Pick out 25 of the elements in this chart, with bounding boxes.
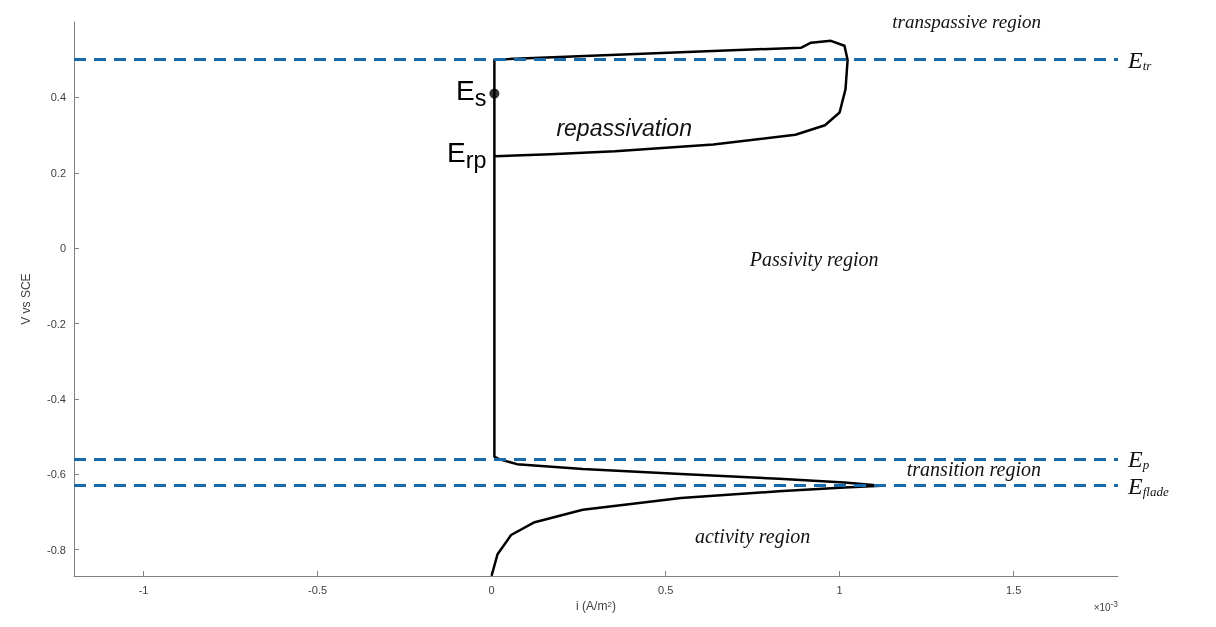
annotation: Passivity region	[749, 248, 879, 271]
y-axis-title: V vs SCE	[19, 273, 33, 325]
x-tick-label: 1	[836, 583, 843, 596]
y-tick-label: -0.2	[47, 317, 66, 330]
y-tick-label: -0.8	[47, 543, 66, 556]
y-tick-label: 0	[59, 242, 66, 255]
annotation: E$_{rp}$	[446, 136, 487, 174]
ref-line-label: Ep	[1127, 446, 1150, 473]
annotation: E$_{s}$	[456, 74, 487, 112]
x-tick-label: 1.5	[1005, 583, 1022, 596]
annotation: repassivation	[556, 115, 692, 142]
x-tick-label: -1	[138, 583, 149, 596]
ref-line-label: Eflade	[1127, 472, 1169, 499]
annotation: transition region	[906, 458, 1042, 481]
x-tick-label: 0	[488, 583, 495, 596]
y-tick-label: 0.2	[50, 166, 66, 179]
x-tick-label: 0.5	[657, 583, 674, 596]
y-tick-label: 0.4	[50, 91, 66, 104]
text: ×10$^{-3}$	[1093, 599, 1118, 614]
annotation: activity region	[694, 524, 811, 547]
y-tick-label: -0.4	[47, 392, 66, 405]
x-tick-label: -0.5	[308, 583, 328, 596]
annotation: transpassive region	[892, 10, 1041, 33]
y-tick-label: -0.6	[47, 468, 66, 481]
ref-line-label: Etr	[1127, 46, 1153, 73]
